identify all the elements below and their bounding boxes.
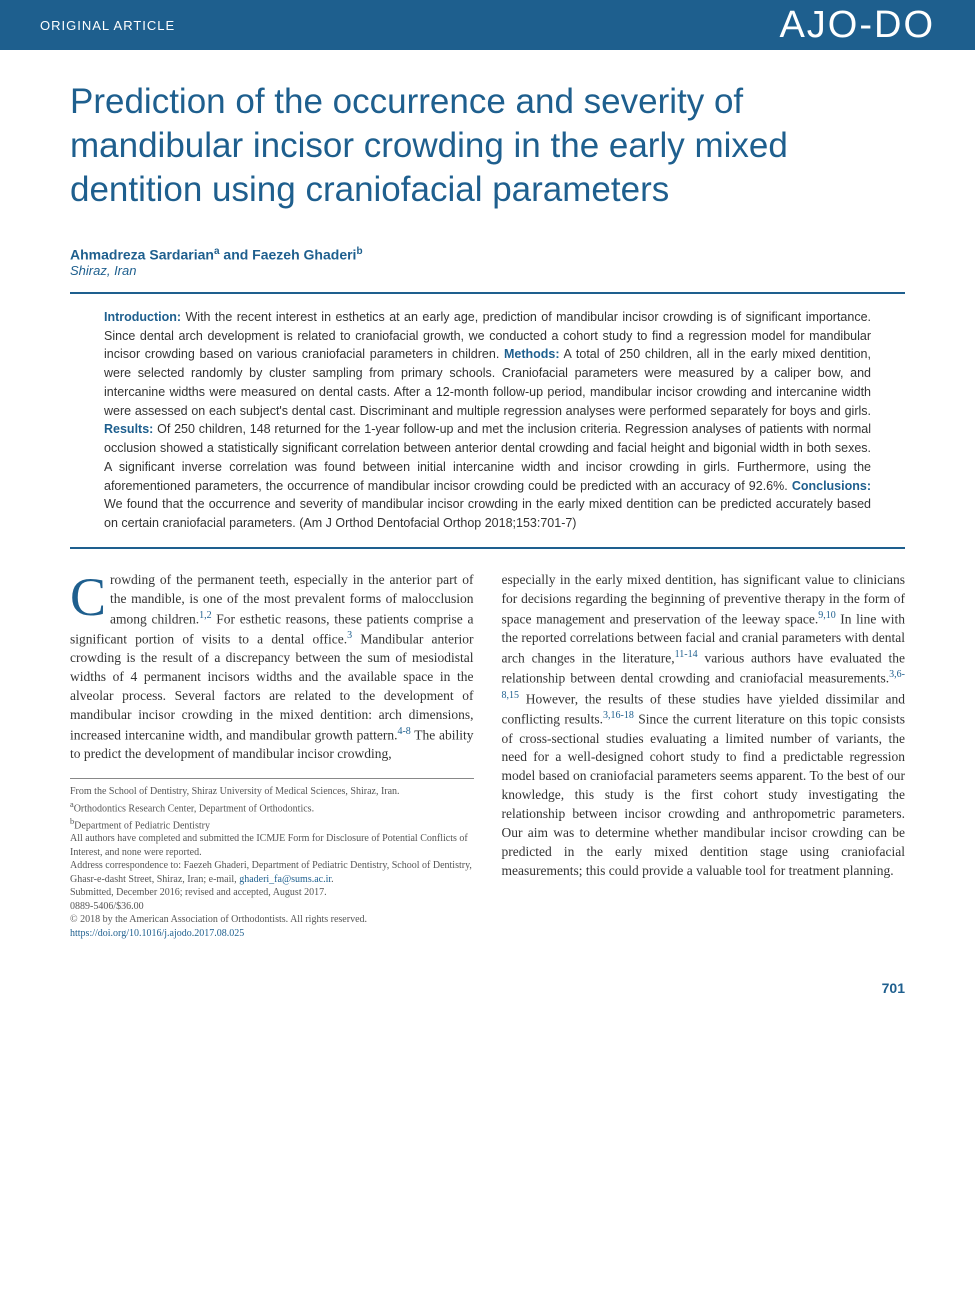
footnote-b-text: Department of Pediatric Dentistry — [74, 820, 210, 831]
abstract: Introduction: With the recent interest i… — [70, 308, 905, 533]
author-2-affil: b — [356, 246, 362, 257]
doi-link[interactable]: https://doi.org/10.1016/j.ajodo.2017.08.… — [70, 928, 244, 939]
footnote-doi: https://doi.org/10.1016/j.ajodo.2017.08.… — [70, 927, 474, 941]
author-1: Ahmadreza Sardarian — [70, 247, 214, 263]
article-title: Prediction of the occurrence and severit… — [70, 80, 905, 211]
abstract-results-label: Results: — [104, 422, 153, 436]
ref-3-16-18[interactable]: 3,16-18 — [603, 710, 634, 721]
footnote-issn: 0889-5406/$36.00 — [70, 900, 474, 914]
body-text-1c: Mandibular anterior crowding is the resu… — [70, 632, 474, 743]
ref-9-10[interactable]: 9,10 — [818, 610, 836, 621]
ref-4-8[interactable]: 4-8 — [397, 726, 410, 737]
journal-logo: AJO-DO — [779, 4, 935, 47]
footnote-b: bDepartment of Pediatric Dentistry — [70, 816, 474, 833]
body-para-1: Crowding of the permanent teeth, especia… — [70, 571, 474, 764]
abstract-intro-label: Introduction: — [104, 310, 181, 324]
authors-line: Ahmadreza Sardariana and Faezeh Ghaderib — [70, 246, 905, 263]
ref-1-2[interactable]: 1,2 — [199, 610, 212, 621]
page-number: 701 — [0, 970, 975, 1016]
body-para-2: especially in the early mixed dentition,… — [502, 571, 906, 881]
corr-email-link[interactable]: ghaderi_fa@sums.ac.ir — [239, 874, 331, 885]
footnote-coi: All authors have completed and submitted… — [70, 832, 474, 859]
body-columns: Crowding of the permanent teeth, especia… — [70, 571, 905, 941]
footnote-corr-period: . — [331, 874, 334, 885]
author-location: Shiraz, Iran — [70, 263, 905, 278]
dropcap: C — [70, 571, 110, 621]
footnote-from: From the School of Dentistry, Shiraz Uni… — [70, 785, 474, 799]
footnote-dates: Submitted, December 2016; revised and ac… — [70, 886, 474, 900]
ref-11-14[interactable]: 11-14 — [675, 649, 698, 660]
abstract-concl-label: Conclusions: — [792, 479, 871, 493]
article-type-label: ORIGINAL ARTICLE — [40, 18, 175, 33]
column-right: especially in the early mixed dentition,… — [502, 571, 906, 941]
footnote-corr: Address correspondence to: Faezeh Ghader… — [70, 859, 474, 886]
column-left: Crowding of the permanent teeth, especia… — [70, 571, 474, 941]
header-bar: ORIGINAL ARTICLE AJO-DO — [0, 0, 975, 50]
divider-top — [70, 292, 905, 294]
abstract-methods-label: Methods: — [504, 347, 560, 361]
abstract-results-text: Of 250 children, 148 returned for the 1-… — [104, 422, 871, 492]
footnotes: From the School of Dentistry, Shiraz Uni… — [70, 778, 474, 940]
footnote-a: aOrthodontics Research Center, Departmen… — [70, 799, 474, 816]
footnote-copyright: © 2018 by the American Association of Or… — [70, 913, 474, 927]
footnote-a-text: Orthodontics Research Center, Department… — [74, 803, 314, 814]
abstract-concl-text: We found that the occurrence and severit… — [104, 497, 871, 530]
divider-bottom — [70, 547, 905, 549]
content: Prediction of the occurrence and severit… — [0, 50, 975, 970]
body-text-2e: Since the current literature on this top… — [502, 712, 906, 878]
author-and: and Faezeh Ghaderi — [220, 247, 357, 263]
